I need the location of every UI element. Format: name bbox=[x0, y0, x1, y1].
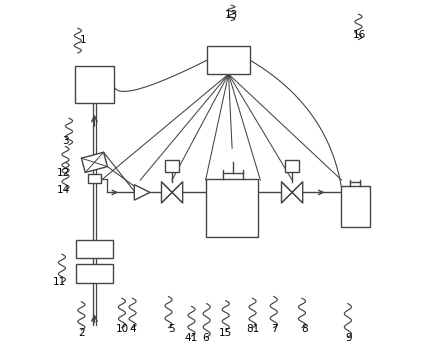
Text: 16: 16 bbox=[353, 30, 366, 40]
Text: 11: 11 bbox=[53, 277, 66, 287]
Bar bbox=[75, 66, 114, 103]
Polygon shape bbox=[162, 182, 172, 203]
Bar bbox=[76, 264, 113, 283]
Text: 8: 8 bbox=[301, 324, 308, 334]
Text: 14: 14 bbox=[57, 185, 70, 195]
Text: 41: 41 bbox=[185, 333, 198, 343]
Bar bbox=[88, 174, 101, 183]
Bar bbox=[207, 46, 250, 74]
Bar bbox=[76, 240, 113, 258]
Polygon shape bbox=[172, 182, 183, 203]
Bar bbox=[206, 179, 258, 238]
Text: 13: 13 bbox=[225, 10, 238, 20]
Polygon shape bbox=[281, 182, 292, 203]
Text: 6: 6 bbox=[202, 333, 209, 343]
Text: 4: 4 bbox=[129, 324, 136, 334]
Polygon shape bbox=[82, 152, 107, 173]
Text: 10: 10 bbox=[115, 324, 128, 334]
Bar bbox=[341, 186, 370, 227]
Polygon shape bbox=[292, 182, 303, 203]
Text: 5: 5 bbox=[168, 324, 175, 334]
Text: 1: 1 bbox=[80, 35, 86, 44]
Text: 81: 81 bbox=[247, 324, 260, 334]
Text: 12: 12 bbox=[57, 168, 70, 178]
Text: 3: 3 bbox=[62, 136, 69, 146]
Text: 15: 15 bbox=[218, 328, 232, 337]
Bar bbox=[165, 160, 179, 172]
Polygon shape bbox=[134, 185, 150, 200]
Text: 9: 9 bbox=[345, 333, 352, 343]
Text: 2: 2 bbox=[78, 328, 85, 337]
Text: 7: 7 bbox=[271, 324, 278, 334]
Bar bbox=[285, 160, 299, 172]
